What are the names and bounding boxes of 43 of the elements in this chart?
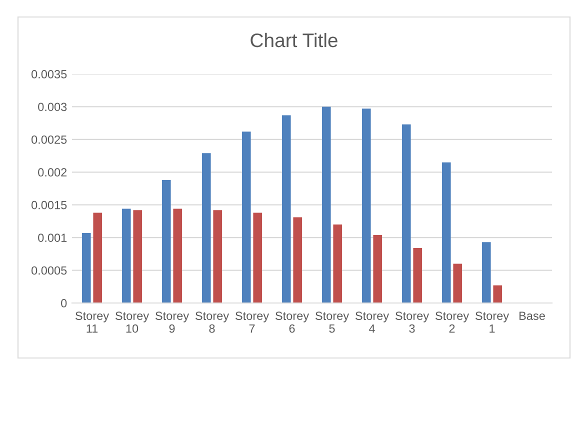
bar [202,153,211,303]
bar [82,232,91,303]
bar [482,242,491,303]
bar [322,106,331,303]
bar [213,210,222,303]
bar [453,264,462,303]
bar [442,162,451,303]
x-tick-label: Storey 10 [115,312,150,333]
y-tick-label: 0.001 [38,234,67,242]
x-tick-label: Storey 7 [235,312,270,333]
bar [242,132,251,303]
bar [93,212,102,303]
x-tick-label: Storey 4 [355,312,390,333]
x-tick-label: Storey 2 [435,312,470,333]
bar [133,210,142,303]
x-tick-label: Storey 1 [475,312,510,333]
y-tick-label: 0.002 [38,168,67,177]
bar [402,124,411,303]
x-tick-label: Storey 5 [315,312,350,333]
y-tick-label: 0.0015 [31,200,67,210]
bar [373,234,382,303]
bar [413,248,422,303]
bar [253,212,262,303]
bar [282,115,291,303]
bar [333,224,342,303]
x-tick-label: Storey 3 [395,312,430,333]
y-tick-label: 0 [61,299,67,308]
bar [293,217,302,303]
y-tick-label: 0.003 [38,102,67,112]
bar [362,108,371,303]
bar [122,208,131,303]
bar [173,208,182,303]
x-tick-label: Storey 9 [155,312,190,333]
bar [162,180,171,303]
x-tick-label: Storey 11 [75,312,110,333]
chart-title: Chart Title [250,32,338,48]
y-tick-label: 0.0035 [31,70,67,78]
y-tick-label: 0.0005 [31,266,67,275]
x-tick-label: Base [520,312,545,320]
y-tick-label: 0.0025 [31,135,67,144]
bar [493,285,502,303]
x-tick-label: Storey 6 [275,312,310,333]
x-tick-label: Storey 8 [195,312,230,333]
